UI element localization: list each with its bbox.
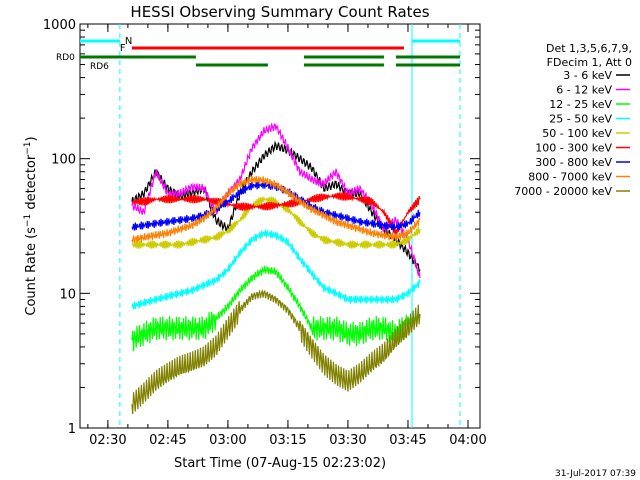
y-axis-label-main: Count Rate (s <box>24 227 39 316</box>
x-tick-label: 03:45 <box>389 433 426 448</box>
legend-entry: 50 - 100 keV <box>542 127 612 140</box>
x-axis-label: Start Time (07-Aug-15 02:23:02) <box>174 456 386 471</box>
x-tick-label: 03:30 <box>329 433 366 448</box>
y-tick-label: 100 <box>51 153 76 168</box>
x-tick-label: 04:00 <box>449 433 486 448</box>
chart-title: HESSI Observing Summary Count Rates <box>130 3 429 21</box>
series-line <box>131 265 421 352</box>
legend-entry: 3 - 6 keV <box>563 69 612 82</box>
y-tick-label: 1000 <box>43 18 76 33</box>
legend-entry: 100 - 300 keV <box>535 142 612 155</box>
legend: Det 1,3,5,6,7,9,FDecim 1, Att 03 - 6 keV… <box>514 42 632 198</box>
flare-label: F <box>120 43 126 54</box>
rd0-label: RD0 <box>56 53 75 63</box>
timestamp: 31-Jul-2017 07:39 <box>555 469 636 479</box>
legend-entry: 300 - 800 keV <box>535 156 612 169</box>
legend-entry: 800 - 7000 keV <box>528 171 612 184</box>
y-tick-label: 1 <box>68 422 76 437</box>
status-bars: NF RD0 RD6 <box>56 36 460 72</box>
legend-entry: 6 - 12 keV <box>556 84 612 97</box>
y-axis-label-end: ) <box>24 136 39 141</box>
axis-ticks: 02:30 02:45 03:00 03:15 03:30 03:45 04:00 1 10 10… <box>43 18 487 448</box>
y-axis-label-exp1: −1 <box>23 214 33 227</box>
series-line <box>131 192 421 236</box>
y-axis-label: Count Rate (s−1 detector−1) <box>23 136 39 315</box>
series-line <box>131 175 421 243</box>
legend-entry: 12 - 25 keV <box>549 98 612 111</box>
x-tick-label: 02:45 <box>149 433 186 448</box>
series-layer <box>131 122 421 415</box>
x-tick-label: 03:00 <box>209 433 246 448</box>
y-tick-label: 10 <box>59 287 76 302</box>
series-line <box>131 180 421 231</box>
y-axis-label-exp2: −1 <box>23 141 33 154</box>
legend-entry: 25 - 50 keV <box>549 113 612 126</box>
x-tick-label: 02:30 <box>89 433 126 448</box>
series-line <box>131 288 421 415</box>
y-axis-label-mid: detector <box>24 154 39 214</box>
legend-header: Det 1,3,5,6,7,9, <box>546 42 632 55</box>
series-line <box>131 122 421 279</box>
x-tick-label: 03:15 <box>269 433 306 448</box>
legend-header: FDecim 1, Att 0 <box>547 56 632 69</box>
series-line <box>131 229 421 310</box>
night-label: N <box>125 36 132 47</box>
legend-entry: 7000 - 20000 keV <box>514 185 612 198</box>
rd6-label: RD6 <box>90 62 109 72</box>
plot-border <box>79 23 481 429</box>
plot-frame <box>79 23 481 429</box>
